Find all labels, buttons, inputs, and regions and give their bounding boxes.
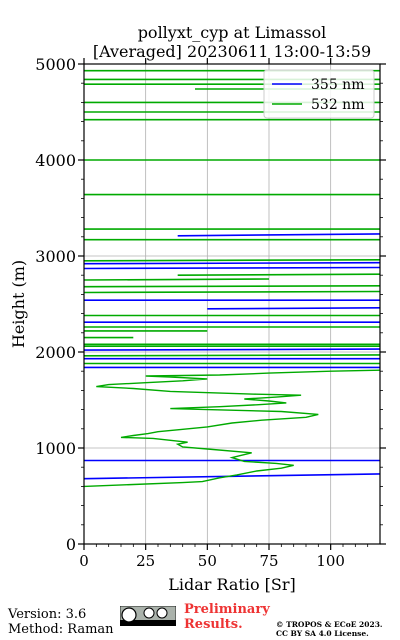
grid-lines [83, 63, 380, 545]
series-segment-532-nm [177, 273, 381, 277]
y-axis-label: Height (m) [9, 260, 28, 348]
legend-label-355: 355 nm [311, 77, 364, 93]
y-tick-label: 0 [66, 535, 76, 554]
copyright-line-2: CC BY SA 4.0 License. [276, 629, 369, 638]
series-532-nm [83, 69, 381, 488]
series-segment-355-nm [177, 233, 381, 237]
series-segment-532-nm [83, 290, 381, 294]
series-355-nm [83, 233, 381, 480]
chart-title: pollyxt_cyp at Limassol [138, 23, 327, 42]
x-tick-label: 25 [136, 552, 155, 570]
version-label: Version: 3.6 [8, 607, 87, 622]
y-tick-label: 4000 [35, 151, 76, 170]
lidar-ratio-chart: pollyxt_cyp at Limassol [Averaged] 20230… [9, 23, 386, 594]
copyright-line-1: © TROPOS & ECoE 2023. [276, 620, 383, 629]
x-tick-label: 75 [259, 552, 278, 570]
x-tick-label: 100 [316, 552, 345, 570]
plot-frame [83, 63, 381, 545]
method-label: Method: Raman [8, 622, 114, 637]
y-tick-label: 1000 [35, 439, 76, 458]
series-segment-532-nm [83, 278, 270, 281]
legend: 355 nm 532 nm [263, 69, 375, 119]
series-segment-355-nm [207, 307, 381, 310]
series-segment-532-nm [83, 258, 381, 262]
x-tick-label: 50 [198, 552, 217, 570]
cc-by-sa-license-icon [120, 606, 176, 626]
preliminary-results-note: Preliminary Results. [184, 602, 270, 632]
series-segment-355-nm [83, 261, 381, 265]
y-tick-label: 2000 [35, 343, 76, 362]
y-tick-label: 5000 [35, 55, 76, 74]
x-axis-label: Lidar Ratio [Sr] [168, 575, 296, 594]
chart-subtitle: [Averaged] 20230611 13:00-13:59 [93, 42, 371, 61]
series-segment-355-nm [83, 348, 381, 351]
legend-box [263, 69, 375, 119]
series-line-532-nm [83, 369, 381, 488]
series-segment-532-nm [83, 284, 381, 288]
y-tick-label: 3000 [35, 247, 76, 266]
series-segment-355-nm [83, 266, 381, 270]
x-tick-label: 0 [79, 552, 89, 570]
series-segment-532-nm [83, 354, 381, 357]
plot-series [83, 69, 381, 488]
legend-label-532: 532 nm [311, 97, 364, 113]
